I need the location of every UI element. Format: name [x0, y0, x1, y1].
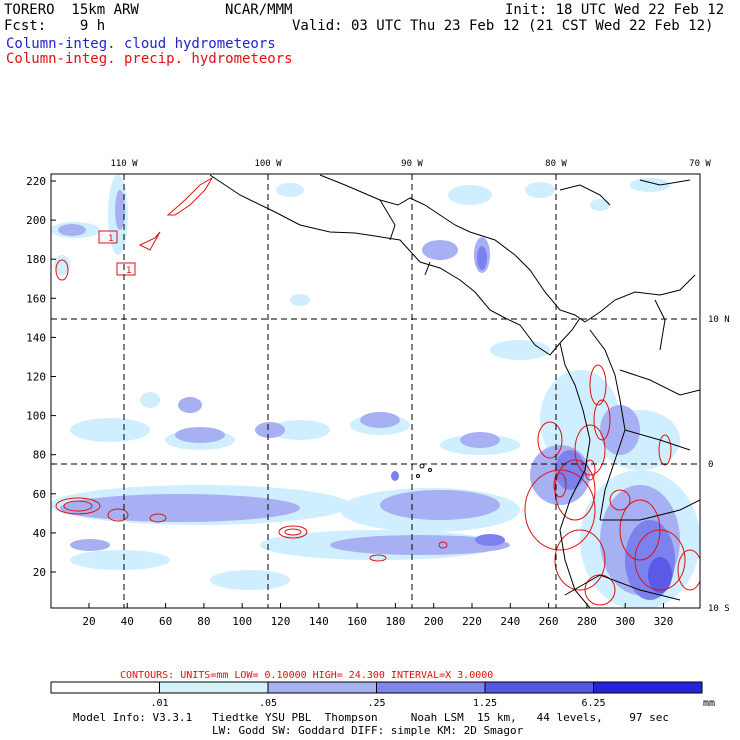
x-tick-label: 160	[347, 615, 367, 628]
colorbar-segment	[376, 681, 486, 694]
model-title: TORERO 15km ARW	[4, 2, 139, 18]
lon-label: 100 W	[254, 159, 282, 169]
model-info-line2: LW: Godd SW: Goddard DIFF: simple KM: 2D…	[212, 724, 524, 737]
field-cloud-title: Column-integ. cloud hydrometeors	[6, 36, 276, 52]
model-info-line1: Model Info: V3.3.1 Tiedtke YSU PBL Thomp…	[73, 711, 670, 724]
colorbar-label: 6.25	[581, 698, 605, 709]
colorbar-labels: .01 .05 .25 1.25 6.25	[150, 698, 605, 709]
x-tick-label: 40	[121, 615, 134, 628]
lon-label: 110 W	[110, 159, 138, 169]
valid-time: Valid: 03 UTC Thu 23 Feb 12 (21 CST Wed …	[292, 18, 714, 34]
x-tick-label: 100	[232, 615, 252, 628]
org-label: NCAR/MMM	[225, 2, 293, 18]
colorbar-segment	[593, 681, 703, 694]
x-tick-label: 200	[424, 615, 444, 628]
lon-label: 80 W	[545, 159, 567, 169]
latlon-grid	[51, 174, 700, 608]
contours-info: CONTOURS: UNITS=mm LOW= 0.10000 HIGH= 24…	[120, 670, 493, 681]
y-tick-labels: 220 200 180 160 140 120 100 80 60 40 20	[26, 175, 46, 579]
colorbar-label: .05	[259, 698, 277, 709]
lat-labels: 10 N 0 10 S	[708, 315, 730, 614]
lat-label: 10 N	[708, 315, 730, 325]
colorbar	[50, 681, 703, 694]
x-tick-label: 120	[271, 615, 291, 628]
precip-contour-layer	[55, 176, 700, 606]
lon-label: 70 W	[689, 159, 711, 169]
x-tick-label: 180	[385, 615, 405, 628]
x-tick-label: 140	[309, 615, 329, 628]
y-tick-label: 200	[26, 214, 46, 227]
y-tick-label: 160	[26, 292, 46, 305]
x-tick-label: 20	[82, 615, 95, 628]
colorbar-label: .25	[367, 698, 385, 709]
y-tick-label: 140	[26, 331, 46, 344]
y-tick-label: 100	[26, 410, 46, 423]
colorbar-segment	[484, 681, 594, 694]
y-tick-label: 40	[33, 527, 46, 540]
field-precip-title: Column-integ. precip. hydrometeors	[6, 51, 293, 67]
cloud-fill-layer	[51, 175, 700, 608]
coastline-layer	[209, 174, 700, 608]
box-label-2: 1	[126, 266, 131, 276]
x-tick-label: 280	[577, 615, 597, 628]
station-boxes: 1 1	[98, 230, 136, 276]
y-tick-label: 80	[33, 449, 46, 462]
x-tick-label: 320	[654, 615, 674, 628]
x-tick-label: 60	[159, 615, 172, 628]
y-tick-label: 60	[33, 488, 46, 501]
colorbar-label: .01	[150, 698, 168, 709]
tick-marks	[51, 180, 664, 608]
x-tick-label: 80	[197, 615, 210, 628]
x-tick-label: 300	[615, 615, 635, 628]
colorbar-segment	[159, 681, 269, 694]
colorbar-segment	[50, 681, 160, 694]
y-tick-label: 180	[26, 253, 46, 266]
lon-labels: 110 W 100 W 90 W 80 W 70 W	[110, 159, 711, 169]
forecast-hour: Fcst: 9 h	[4, 18, 106, 34]
init-time: Init: 18 UTC Wed 22 Feb 12	[505, 2, 725, 18]
x-tick-labels: 20 40 60 80 100 120 140 160 180 200 220 240 260 280 30…	[82, 615, 673, 628]
lat-label: 0	[708, 460, 713, 470]
x-tick-label: 240	[500, 615, 520, 628]
y-tick-label: 20	[33, 566, 46, 579]
lat-label: 10 S	[708, 604, 730, 614]
x-tick-label: 260	[539, 615, 559, 628]
y-tick-label: 120	[26, 371, 46, 384]
colorbar-segment	[267, 681, 377, 694]
y-tick-label: 220	[26, 175, 46, 188]
lon-label: 90 W	[401, 159, 423, 169]
box-label-1: 1	[108, 234, 113, 244]
plot-frame	[50, 173, 701, 609]
colorbar-unit: mm	[703, 698, 715, 709]
colorbar-label: 1.25	[473, 698, 497, 709]
x-tick-label: 220	[462, 615, 482, 628]
